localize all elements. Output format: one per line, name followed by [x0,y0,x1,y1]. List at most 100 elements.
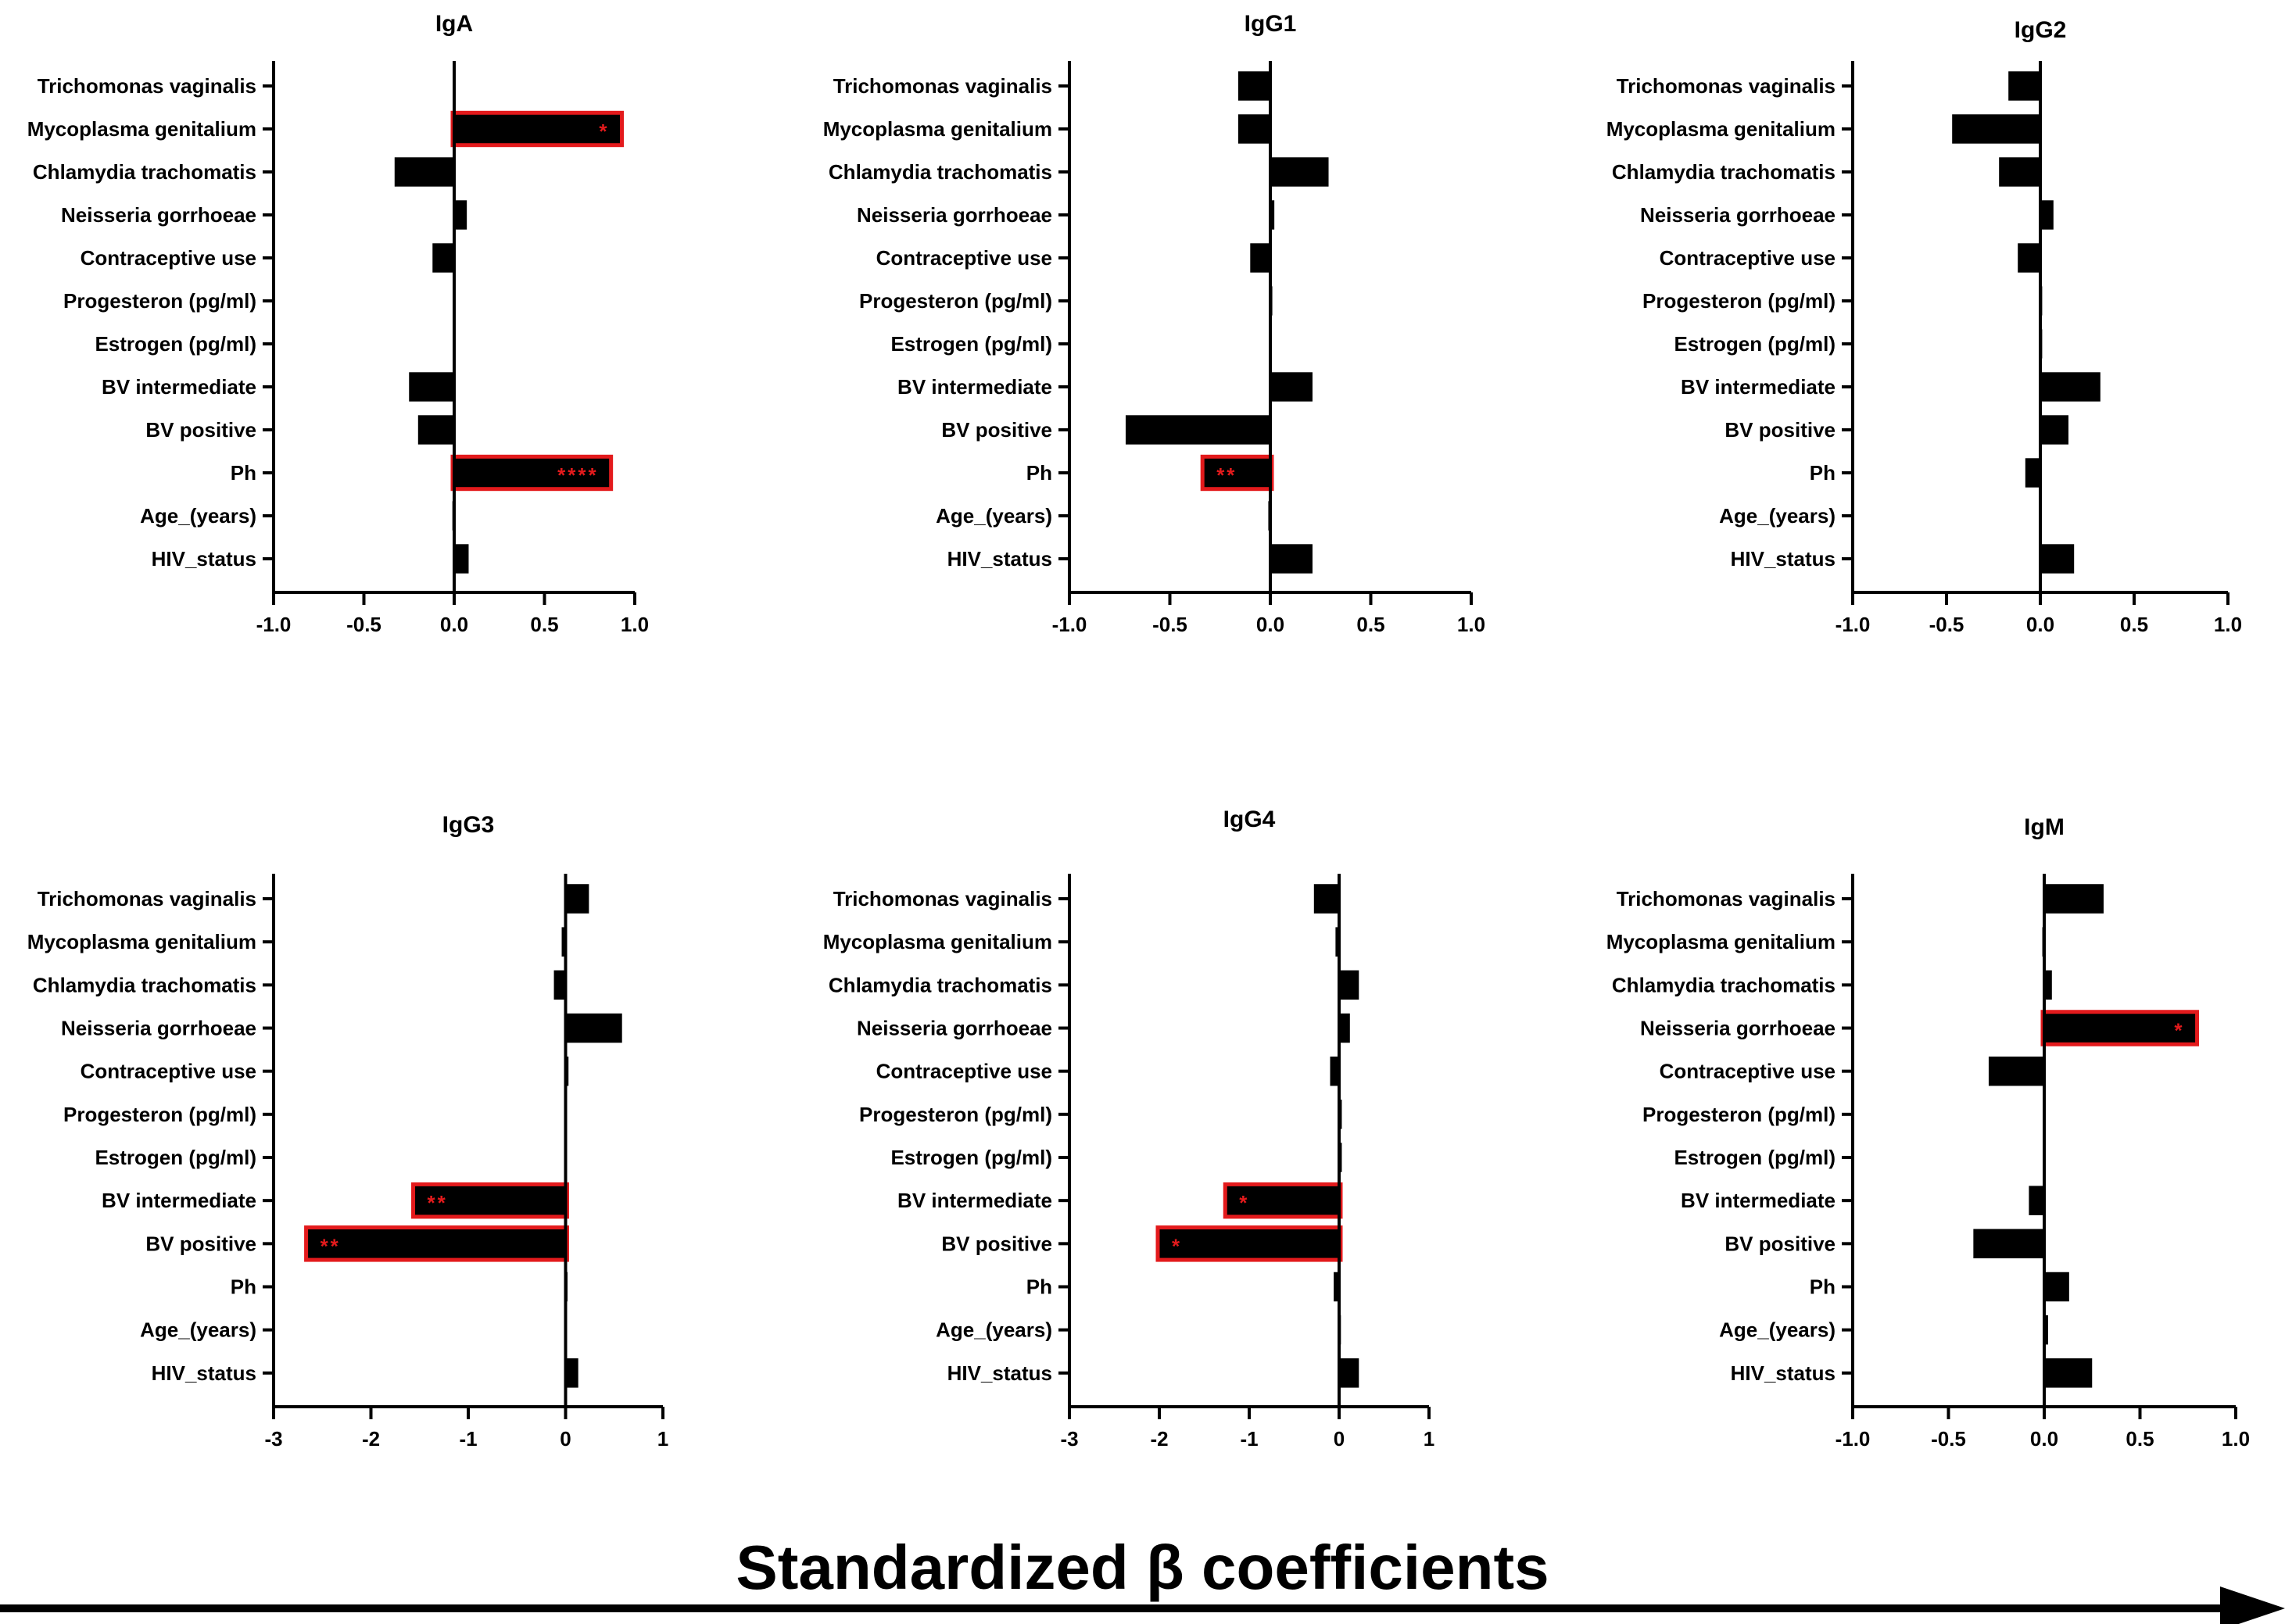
y-tick-label: Ph [231,1275,256,1299]
chart-panel-iga: IgA -1.0 -0.5 0.0 0.5 1.0 Trichomonas vaginali… [27,11,649,636]
bar [2029,1186,2044,1215]
y-tick-label: BV positive [1724,1232,1836,1255]
bar [2008,71,2040,101]
x-tick-label: -1 [459,1427,477,1451]
x-tick-label: -0.5 [1152,613,1187,636]
y-tick-label: BV positive [145,418,256,442]
y-tick-label: Neisseria gorrhoeae [1640,203,1836,227]
y-tick-label: Contraceptive use [876,246,1052,270]
x-tick-label: -3 [264,1427,282,1451]
y-tick-label: Ph [1810,461,1836,485]
y-tick-label: Estrogen (pg/ml) [95,332,256,356]
bar [1237,114,1270,144]
y-tick-label: Contraceptive use [81,246,256,270]
bar [1330,1056,1339,1086]
bar [1270,200,1275,230]
x-tick-label: -1.0 [256,613,292,636]
bar [1952,114,2040,144]
bar [1335,927,1339,957]
bar [409,372,454,402]
x-tick-label: 0.5 [530,613,558,636]
bar [2044,884,2104,914]
bar [1313,884,1339,914]
bar [307,1229,566,1259]
y-tick-label: Contraceptive use [1660,1060,1836,1083]
y-tick-label: HIV_status [152,547,256,571]
x-tick-label: 0.5 [2120,613,2148,636]
y-tick-label: Mycoplasma genitalium [1606,930,1836,953]
y-tick-label: BV intermediate [1681,375,1836,399]
y-tick-label: Mycoplasma genitalium [823,930,1052,953]
bar [1988,1056,2044,1086]
bar [565,1358,578,1388]
y-tick-label: BV intermediate [102,375,256,399]
y-tick-label: BV intermediate [897,1189,1052,1212]
chart-title: IgG1 [1245,11,1297,37]
bar [1270,372,1313,402]
y-tick-label: Estrogen (pg/ml) [1674,1146,1836,1169]
x-tick-label: 1 [1424,1427,1434,1451]
y-tick-label: BV intermediate [102,1189,256,1212]
y-tick-label: HIV_status [1731,547,1836,571]
bar [1339,1358,1359,1388]
figure-title: Standardized β coefficients [736,1533,1549,1602]
y-tick-label: Age_(years) [936,504,1052,528]
bar [2040,544,2075,574]
y-tick-label: Progesteron (pg/ml) [63,1103,256,1126]
x-tick-label: -2 [362,1427,380,1451]
significance-label: ** [321,1234,341,1257]
panels: IgA -1.0 -0.5 0.0 0.5 1.0 Trichomonas vaginali… [27,11,2250,1451]
bar [1973,1229,2044,1259]
bar [1339,1013,1350,1043]
x-tick-label: 0.0 [2030,1427,2058,1451]
x-tick-label: 0.0 [2026,613,2054,636]
y-tick-label: Trichomonas vaginalis [1617,887,1836,910]
y-tick-label: Mycoplasma genitalium [27,117,256,141]
bar [1125,415,1270,445]
y-tick-label: Chlamydia trachomatis [33,973,256,996]
x-tick-label: 1.0 [621,613,649,636]
x-tick-label: 1.0 [1457,613,1485,636]
y-tick-label: BV intermediate [897,375,1052,399]
bar [2044,1358,2093,1388]
y-tick-label: Age_(years) [936,1318,1052,1342]
y-tick-label: Trichomonas vaginalis [1617,74,1836,98]
y-tick-label: Age_(years) [140,1318,256,1342]
bar [2040,200,2054,230]
y-tick-label: Estrogen (pg/ml) [1674,332,1836,356]
chart-title: IgG2 [2015,17,2067,43]
y-tick-label: Estrogen (pg/ml) [95,1146,256,1169]
bar [2018,243,2040,273]
y-tick-label: BV positive [941,1232,1052,1255]
x-tick-label: 0.0 [440,613,468,636]
y-tick-label: Trichomonas vaginalis [38,887,256,910]
significance-label: * [1239,1191,1249,1214]
bar [2040,372,2101,402]
y-tick-label: Contraceptive use [81,1060,256,1083]
y-tick-label: Age_(years) [140,504,256,528]
y-tick-label: Neisseria gorrhoeae [61,203,256,227]
x-tick-label: -0.5 [346,613,381,636]
x-tick-label: -3 [1060,1427,1078,1451]
bar [1250,243,1270,273]
y-tick-label: Progesteron (pg/ml) [1642,289,1836,313]
y-tick-label: Mycoplasma genitalium [27,930,256,953]
significance-label: ** [1216,463,1237,487]
bar [454,114,621,144]
y-tick-label: Chlamydia trachomatis [1612,160,1836,184]
y-tick-label: Progesteron (pg/ml) [859,289,1052,313]
y-tick-label: BV positive [145,1232,256,1255]
chart-panel-igg2: IgG2 -1.0 -0.5 0.0 0.5 1.0 Trichomonas vaginal… [1606,17,2242,636]
significance-label: * [599,120,609,143]
y-tick-label: Ph [1026,1275,1052,1299]
bar [394,157,454,187]
x-tick-label: 1.0 [2214,613,2242,636]
bar [1237,71,1270,101]
chart-panel-igg4: IgG4 -3 -2 -1 0 1 Trichomonas vaginalis Mycopla… [823,807,1435,1451]
x-tick-label: 0.0 [1256,613,1284,636]
y-tick-label: Ph [1026,461,1052,485]
chart-title: IgA [435,11,473,37]
y-tick-label: Chlamydia trachomatis [1612,973,1836,996]
y-tick-label: BV positive [941,418,1052,442]
